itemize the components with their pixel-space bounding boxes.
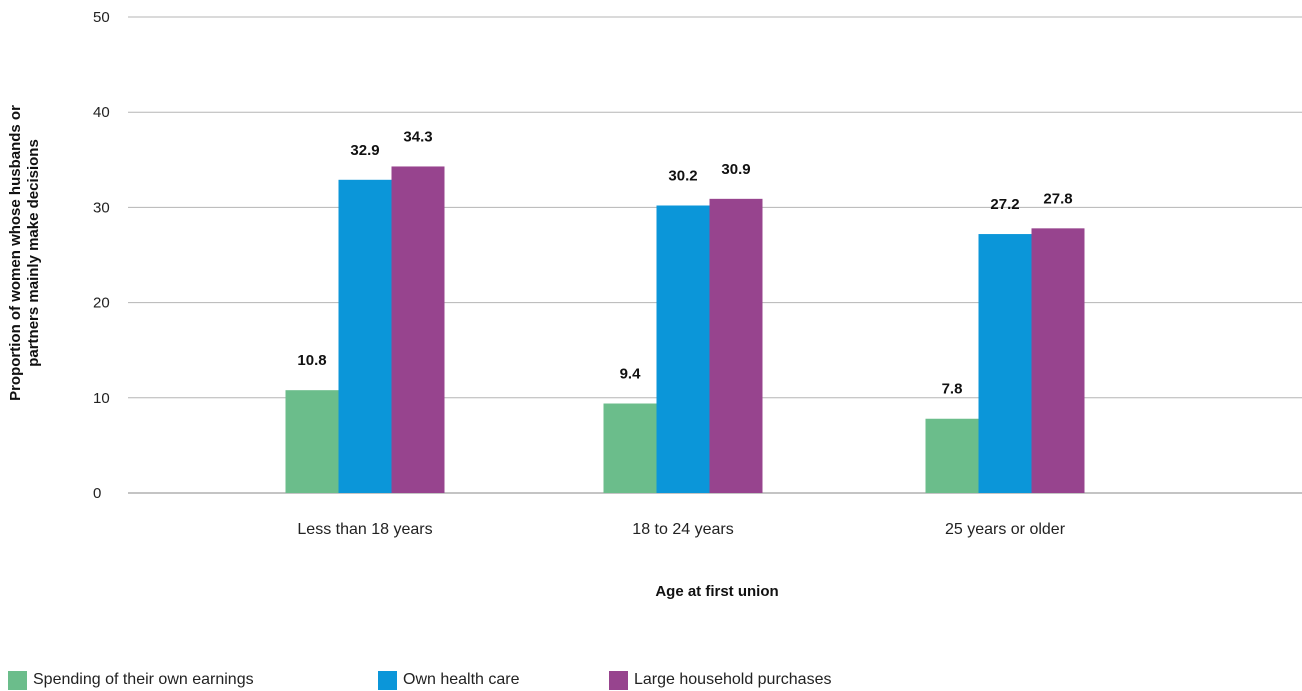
y-tick-label: 50 [93, 9, 110, 26]
y-tick-label: 10 [93, 390, 110, 407]
y-tick-label: 40 [93, 104, 110, 121]
legend-swatch-spending [8, 670, 27, 690]
legend-item-health-care: Own health care [378, 670, 609, 690]
data-label: 27.2 [990, 196, 1019, 213]
x-axis-categories: Less than 18 years 18 to 24 years 25 years… [297, 521, 1065, 538]
data-label: 30.2 [668, 167, 697, 184]
bar [338, 179, 392, 494]
y-tick-label: 20 [93, 295, 110, 312]
legend: Spending of their own earnings Own healt… [8, 670, 831, 690]
legend-label-spending: Spending of their own earnings [33, 671, 254, 688]
y-axis-title-line-2: partners mainly make decisions [25, 139, 42, 367]
bars [285, 166, 1085, 494]
bar [656, 205, 710, 493]
y-axis-ticks: 0 10 20 30 40 50 [93, 9, 110, 502]
data-labels: 10.8 32.9 34.3 9.4 30.2 30.9 7.8 27.2 27.8 [297, 128, 1072, 397]
bar [709, 198, 763, 493]
legend-item-household-purchases: Large household purchases [609, 670, 832, 690]
data-label: 34.3 [403, 128, 432, 145]
legend-label-health-care: Own health care [403, 671, 520, 688]
y-axis-title-line-1: Proportion of women whose husbands or [7, 105, 24, 401]
legend-item-spending: Spending of their own earnings [8, 670, 378, 690]
bar [1031, 228, 1085, 493]
bar [603, 403, 657, 493]
y-tick-label: 30 [93, 199, 110, 216]
y-axis-title: Proportion of women whose husbands or pa… [7, 105, 42, 401]
data-label: 9.4 [620, 366, 642, 383]
legend-swatch-household-purchases [609, 670, 628, 690]
data-label: 30.9 [721, 161, 750, 178]
data-label: 7.8 [942, 381, 963, 398]
x-axis-title: Age at first union [655, 583, 778, 600]
data-label: 32.9 [350, 142, 379, 159]
legend-swatch-health-care [378, 670, 397, 690]
bar [285, 390, 339, 493]
bar [925, 418, 979, 493]
x-category-label: 18 to 24 years [632, 521, 733, 538]
data-label: 10.8 [297, 352, 326, 369]
x-category-label: Less than 18 years [297, 521, 432, 538]
legend-label-household-purchases: Large household purchases [634, 671, 832, 688]
x-category-label: 25 years or older [945, 521, 1066, 538]
y-tick-label: 0 [93, 485, 101, 502]
data-label: 27.8 [1043, 190, 1072, 207]
bar [978, 234, 1032, 493]
bar [391, 166, 445, 494]
